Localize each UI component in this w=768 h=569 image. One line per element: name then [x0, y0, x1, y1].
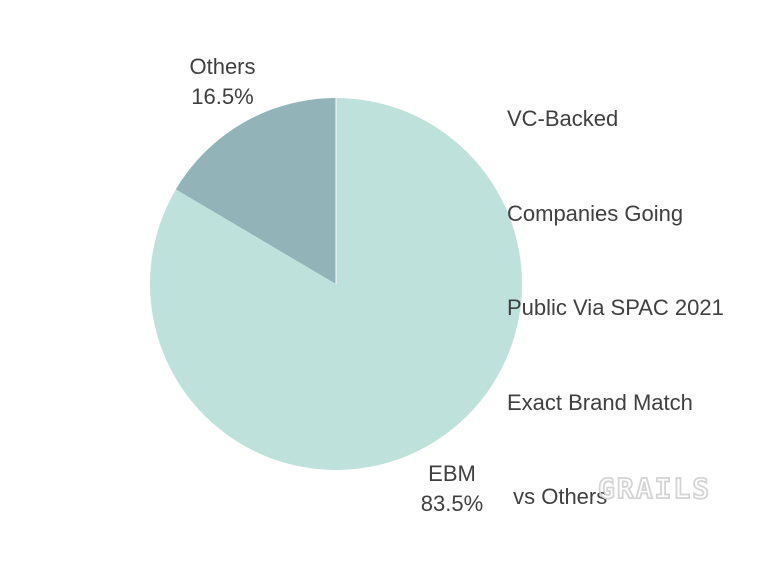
- chart-title: VC-Backed Companies Going Public Via SPA…: [507, 40, 762, 569]
- slice-label-others-value: 16.5%: [191, 84, 254, 109]
- chart-title-line: Companies Going: [507, 200, 684, 226]
- chart-title-line: Public Via SPAC 2021: [507, 295, 724, 320]
- chart-title-line: Exact Brand Match: [507, 389, 693, 415]
- slice-label-others-name: Others: [189, 54, 256, 79]
- slice-label-others: Others 16.5%: [150, 52, 295, 112]
- slice-label-ebm-name: EBM: [428, 461, 476, 486]
- pie-chart: [150, 98, 522, 470]
- chart-title-line: vs Others: [507, 484, 608, 509]
- slice-divider: [335, 98, 337, 284]
- grails-logo: GRAILS: [597, 471, 712, 506]
- slice-label-ebm-value: 83.5%: [420, 491, 484, 516]
- chart-title-line: VC-Backed: [507, 106, 619, 131]
- slice-label-ebm: EBM 83.5%: [392, 459, 512, 519]
